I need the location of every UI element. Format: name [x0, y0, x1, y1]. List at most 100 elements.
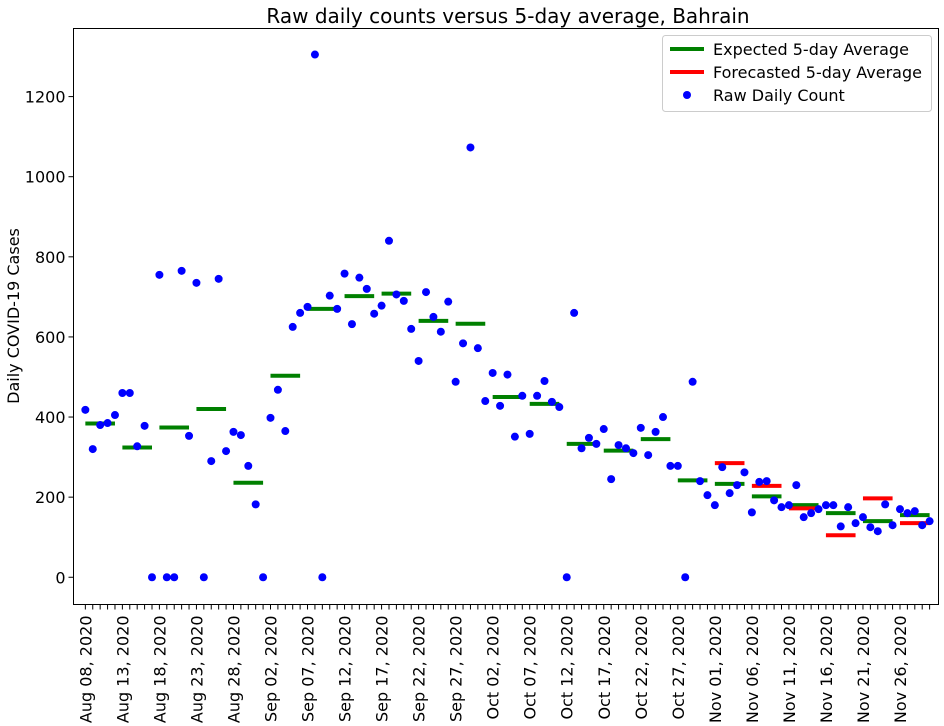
x-tick-label: Sep 12, 2020	[336, 616, 355, 723]
raw-count-point	[96, 421, 104, 429]
raw-count-point	[533, 392, 541, 400]
raw-count-point	[326, 292, 334, 300]
x-tick-label: Oct 07, 2020	[521, 616, 540, 720]
raw-count-point	[822, 501, 830, 509]
raw-count-point	[355, 274, 363, 282]
raw-count-point	[118, 389, 126, 397]
raw-count-point	[155, 271, 163, 279]
raw-count-point	[718, 463, 726, 471]
raw-count-point	[289, 323, 297, 331]
raw-count-point	[370, 310, 378, 318]
raw-count-point	[607, 475, 615, 483]
x-tick-label: Oct 22, 2020	[632, 616, 651, 720]
raw-count-point	[726, 489, 734, 497]
raw-count-point	[733, 481, 741, 489]
raw-count-point	[748, 508, 756, 516]
legend-label-forecast: Forecasted 5-day Average	[713, 63, 922, 82]
raw-count-point	[111, 411, 119, 419]
raw-count-point	[415, 357, 423, 365]
legend-label-raw: Raw Daily Count	[713, 86, 845, 105]
x-tick-label: Aug 08, 2020	[76, 616, 95, 724]
x-tick-label: Oct 27, 2020	[669, 616, 688, 720]
raw-count-point	[696, 477, 704, 485]
x-tick-label: Aug 18, 2020	[150, 616, 169, 724]
raw-count-point	[333, 305, 341, 313]
raw-count-point	[911, 507, 919, 515]
x-tick-label: Oct 12, 2020	[558, 616, 577, 720]
raw-count-point	[622, 444, 630, 452]
raw-count-point	[192, 279, 200, 287]
raw-count-point	[311, 51, 319, 59]
x-tick-label: Nov 21, 2020	[854, 616, 873, 724]
expected-average-series	[85, 294, 929, 522]
raw-count-point	[866, 523, 874, 531]
raw-count-point	[615, 441, 623, 449]
raw-count-point	[341, 270, 349, 278]
raw-count-point	[800, 513, 808, 521]
raw-count-point	[407, 325, 415, 333]
raw-count-point	[474, 344, 482, 352]
raw-count-point	[304, 303, 312, 311]
x-tick-label: Nov 11, 2020	[780, 616, 799, 724]
x-tick-label: Sep 07, 2020	[299, 616, 318, 723]
raw-count-point	[207, 457, 215, 465]
raw-count-point	[296, 309, 304, 317]
raw-count-point	[148, 573, 156, 581]
y-tick-label: 800	[35, 248, 66, 267]
raw-count-point	[392, 290, 400, 298]
x-tick-label: Oct 02, 2020	[484, 616, 503, 720]
raw-count-point	[244, 462, 252, 470]
raw-count-point	[829, 501, 837, 509]
raw-count-point	[674, 462, 682, 470]
raw-count-point	[652, 428, 660, 436]
x-tick-label: Sep 22, 2020	[410, 616, 429, 723]
x-tick-label: Nov 06, 2020	[743, 616, 762, 724]
raw-count-point	[570, 309, 578, 317]
x-tick-label: Oct 17, 2020	[595, 616, 614, 720]
raw-count-point	[644, 451, 652, 459]
raw-count-point	[378, 302, 386, 310]
raw-count-point	[592, 440, 600, 448]
raw-count-point	[200, 573, 208, 581]
plot-area	[74, 29, 939, 605]
legend-swatch-raw	[683, 91, 691, 99]
raw-count-point	[637, 424, 645, 432]
raw-count-point	[266, 414, 274, 422]
y-axis: 020040060080010001200	[25, 88, 74, 588]
raw-count-point	[689, 378, 697, 386]
raw-count-point	[666, 462, 674, 470]
raw-count-point	[844, 503, 852, 511]
raw-count-point	[859, 513, 867, 521]
raw-count-point	[763, 477, 771, 485]
raw-count-point	[792, 481, 800, 489]
raw-count-point	[259, 573, 267, 581]
raw-count-point	[629, 449, 637, 457]
raw-count-point	[429, 313, 437, 321]
x-axis: Aug 08, 2020 Aug 13, 2020 Aug 18, 2020 Aug …	[76, 605, 929, 724]
raw-count-point	[777, 503, 785, 511]
x-tick-label: Aug 23, 2020	[187, 616, 206, 724]
raw-count-point	[815, 505, 823, 513]
raw-count-point	[215, 275, 223, 283]
raw-count-point	[170, 573, 178, 581]
raw-count-point	[896, 505, 904, 513]
raw-count-point	[489, 369, 497, 377]
raw-count-point	[222, 447, 230, 455]
legend-label-expected: Expected 5-day Average	[713, 40, 909, 59]
raw-count-point	[852, 519, 860, 527]
raw-count-point	[503, 371, 511, 379]
raw-count-point	[274, 386, 282, 394]
raw-count-series	[81, 51, 933, 582]
y-tick-label: 1000	[25, 168, 66, 187]
raw-count-point	[711, 501, 719, 509]
raw-count-point	[385, 237, 393, 245]
x-tick-label: Aug 13, 2020	[113, 616, 132, 724]
x-tick-label: Nov 16, 2020	[817, 616, 836, 724]
x-tick-label: Nov 01, 2020	[706, 616, 725, 724]
raw-count-point	[178, 267, 186, 275]
raw-count-point	[511, 433, 519, 441]
y-axis-label: Daily COVID-19 Cases	[4, 228, 23, 404]
raw-count-point	[600, 425, 608, 433]
raw-count-point	[926, 517, 934, 525]
